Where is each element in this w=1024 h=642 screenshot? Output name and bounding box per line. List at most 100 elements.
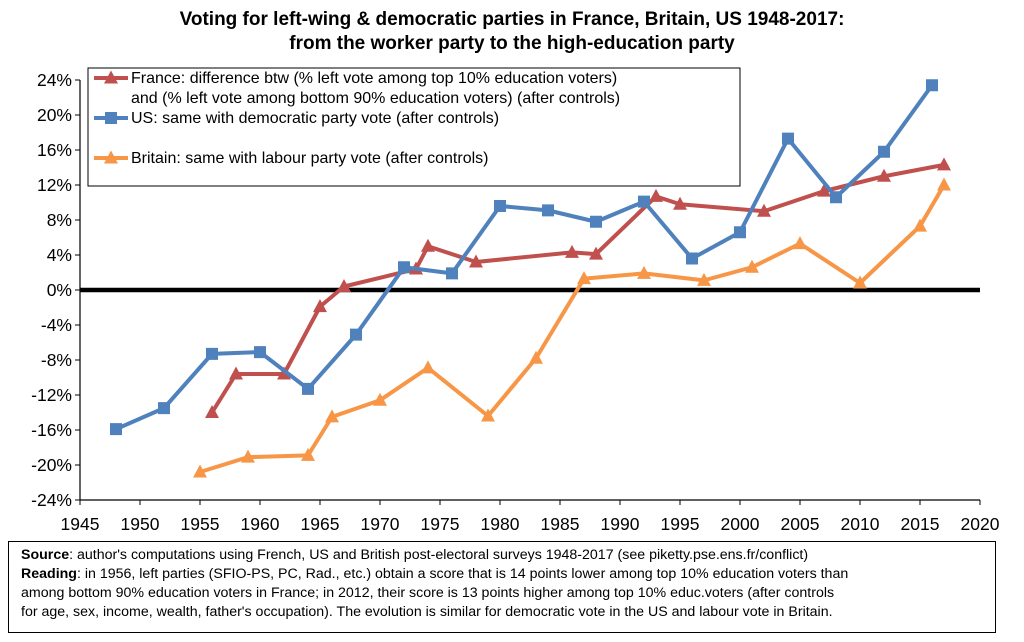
- reading-text-1: : in 1956, left parties (SFIO-PS, PC, Ra…: [76, 566, 849, 582]
- source-label: Source: [21, 547, 70, 563]
- data-point-france: [337, 279, 351, 292]
- legend-swatch-marker-us: [105, 112, 117, 124]
- reading-label: Reading: [21, 566, 77, 582]
- data-point-britain: [301, 447, 315, 461]
- data-point-france: [817, 183, 831, 197]
- data-point-france: [313, 299, 327, 313]
- note-reading-line-2: among bottom 90% education voters in Fra…: [21, 585, 835, 601]
- series-britain: [193, 177, 951, 478]
- data-point-britain: [421, 360, 435, 374]
- data-point-us: [782, 132, 794, 145]
- data-point-france: [877, 168, 891, 182]
- data-point-us: [494, 200, 506, 212]
- y-tick-label: 8%: [47, 210, 72, 230]
- data-point-britain: [913, 218, 927, 232]
- y-tick-label: 20%: [37, 105, 72, 125]
- data-point-france: [469, 254, 483, 268]
- data-point-us: [542, 204, 554, 217]
- x-tick-label: 1950: [121, 514, 160, 534]
- note-reading-line-1: Reading: in 1956, left parties (SFIO-PS,…: [21, 565, 983, 584]
- x-tick-label: 1975: [421, 514, 460, 534]
- note-reading-line-3: for age, sex, income, wealth, father's o…: [21, 604, 833, 620]
- data-point-us: [254, 346, 266, 359]
- x-tick-label: 2005: [781, 514, 820, 534]
- y-tick-label: 16%: [37, 140, 72, 160]
- data-point-us: [830, 191, 842, 204]
- y-tick-label: 4%: [47, 245, 72, 265]
- data-point-us: [926, 79, 938, 92]
- data-point-us: [590, 215, 602, 228]
- legend-label-france: France: difference btw (% left vote amon…: [131, 70, 617, 87]
- y-tick-label: 24%: [37, 70, 72, 90]
- y-tick-label: -12%: [31, 385, 72, 405]
- x-tick-label: 1960: [241, 514, 280, 534]
- data-point-france: [937, 157, 951, 171]
- legend: France: difference btw (% left vote amon…: [87, 67, 741, 187]
- x-tick-label: 1995: [661, 514, 700, 534]
- x-tick-label: 1945: [61, 514, 100, 534]
- x-tick-label: 2000: [721, 514, 760, 534]
- legend-label-us: US: same with democratic party vote (aft…: [131, 110, 499, 127]
- data-point-britain: [853, 275, 867, 289]
- source-note: Source: author's computations using Fren…: [8, 541, 996, 633]
- data-point-france: [673, 196, 687, 210]
- x-tick-label: 1985: [541, 514, 580, 534]
- data-point-britain: [241, 449, 255, 463]
- y-tick-label: -8%: [41, 350, 72, 370]
- chart-title-line-2: from the worker party to the high-educat…: [289, 33, 735, 54]
- series-us: [110, 79, 938, 436]
- x-tick-label: 1970: [361, 514, 400, 534]
- legend-swatch-marker-britain: [104, 150, 118, 164]
- chart-title: Voting for left-wing & democratic partie…: [0, 8, 1024, 56]
- data-point-britain: [697, 272, 711, 286]
- data-point-us: [206, 347, 218, 360]
- source-text: : author's computations using French, US…: [69, 547, 809, 563]
- data-point-france: [421, 238, 435, 252]
- data-point-france: [565, 244, 579, 258]
- data-point-us: [638, 195, 650, 208]
- x-tick-label: 1980: [481, 514, 520, 534]
- series-line-britain: [199, 183, 946, 474]
- y-tick-label: -20%: [31, 455, 72, 475]
- legend-swatch-marker-france: [104, 70, 118, 84]
- series-line-france: [210, 162, 945, 414]
- data-point-britain: [193, 464, 207, 478]
- data-point-france: [589, 246, 603, 260]
- chart-title-line-1: Voting for left-wing & democratic partie…: [179, 9, 845, 30]
- y-tick-label: -4%: [41, 315, 72, 335]
- series-line-us: [115, 84, 934, 431]
- legend-box: [87, 67, 741, 187]
- y-tick-label: -24%: [31, 490, 72, 510]
- data-point-us: [734, 226, 746, 239]
- data-point-us: [878, 145, 890, 158]
- data-point-us: [158, 402, 170, 415]
- y-tick-label: -16%: [31, 420, 72, 440]
- data-point-britain: [745, 259, 759, 273]
- x-tick-label: 2015: [901, 514, 940, 534]
- x-tick-label: 2020: [961, 514, 1000, 534]
- x-tick-label: 1955: [181, 514, 220, 534]
- data-point-britain: [325, 409, 339, 423]
- series-group: [110, 79, 951, 478]
- data-point-britain: [529, 350, 543, 364]
- data-point-france: [649, 188, 663, 202]
- y-tick-label: 12%: [37, 175, 72, 195]
- legend-label-britain: Britain: same with labour party vote (af…: [131, 150, 488, 167]
- data-point-britain: [793, 236, 807, 250]
- data-point-us: [446, 267, 458, 280]
- data-point-britain: [481, 408, 495, 422]
- data-point-us: [110, 423, 122, 436]
- data-point-us: [350, 328, 362, 341]
- data-point-us: [686, 252, 698, 265]
- data-point-france: [229, 366, 243, 380]
- data-point-us: [302, 382, 314, 395]
- legend-label-france: and (% left vote among bottom 90% educat…: [131, 90, 620, 107]
- note-source-line: Source: author's computations using Fren…: [21, 546, 983, 565]
- x-tick-label: 2010: [841, 514, 880, 534]
- data-point-us: [398, 261, 410, 274]
- data-point-britain: [577, 271, 591, 285]
- data-point-france: [205, 405, 219, 418]
- data-point-britain: [937, 177, 951, 191]
- series-france: [205, 157, 951, 418]
- axes: 24% 20% 16% 12% 8% 4% 0% -4% -8% -12% -16% -20% -24%…: [31, 70, 1000, 534]
